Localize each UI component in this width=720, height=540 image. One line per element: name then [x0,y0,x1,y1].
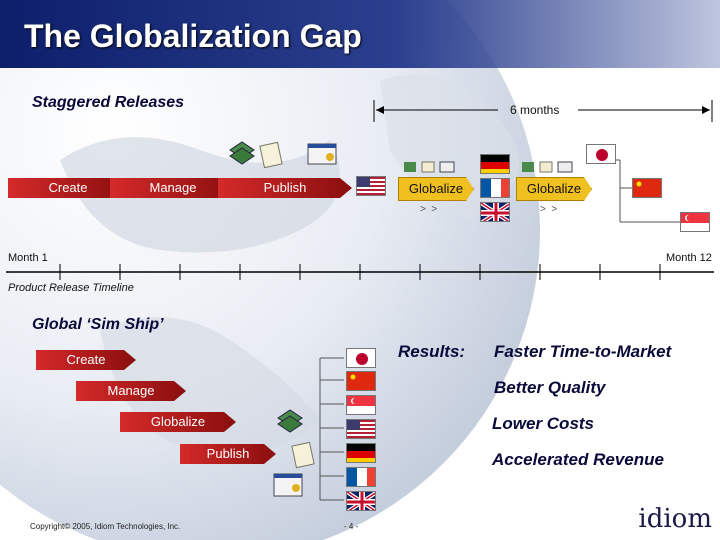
simship-manage-label: Manage [107,383,155,398]
usa-flag-icon [356,176,386,196]
manage-step: Manage [110,178,236,198]
china-flag-icon [346,371,376,391]
simship-heading: Global ‘Sim Ship’ [32,316,164,333]
globalize-step-1: Globalize [398,177,474,201]
result-item-3: Lower Costs [492,414,595,433]
simship-create-step: Create [36,350,136,370]
timeline-caption: Product Release Timeline [8,282,134,294]
usa-flag-icon [346,419,376,439]
china-flag-icon [632,178,662,198]
result-item-1: Faster Time-to-Market [494,342,672,361]
simship-publish-label: Publish [206,446,250,461]
page-number: - 4 - [344,522,359,531]
result-item-4: Accelerated Revenue [492,450,664,469]
results-label: Results: [398,342,466,361]
singapore-flag-icon [680,212,710,232]
japan-flag-icon [346,348,376,368]
create-step: Create [8,178,128,198]
timeline-start-label: Month 1 [8,252,48,264]
germany-flag-icon [346,443,376,463]
publish-step-label: Publish [263,180,307,195]
publish-step: Publish [218,178,352,198]
simship-create-label: Create [66,352,106,367]
france-flag-icon [480,178,510,198]
result-item-2: Better Quality [494,378,606,397]
slide-title: The Globalization Gap [24,18,362,54]
globalize-step-1-label: Globalize [408,181,464,196]
simship-globalize-label: Globalize [150,414,206,429]
duration-label: 6 months [510,103,560,117]
copyright-text: Copyright© 2005, Idiom Technologies, Inc… [30,522,181,531]
germany-flag-icon [480,154,510,174]
uk-flag-icon [480,202,510,222]
uk-flag-icon [346,491,376,511]
simship-publish-step: Publish [180,444,276,464]
japan-flag-icon [586,144,616,164]
globalize-step-2-label: Globalize [526,181,582,196]
timeline-end-label: Month 12 [666,252,712,264]
globalize-step-2: Globalize [516,177,592,201]
france-flag-icon [346,467,376,487]
simship-manage-step: Manage [76,381,186,401]
create-step-label: Create [48,180,88,195]
staggered-heading: Staggered Releases [32,94,185,111]
manage-step-label: Manage [149,180,197,195]
title-bar [0,0,720,68]
simship-globalize-step: Globalize [120,412,236,432]
singapore-flag-icon [346,395,376,415]
idiom-logo: idiom [638,504,712,534]
